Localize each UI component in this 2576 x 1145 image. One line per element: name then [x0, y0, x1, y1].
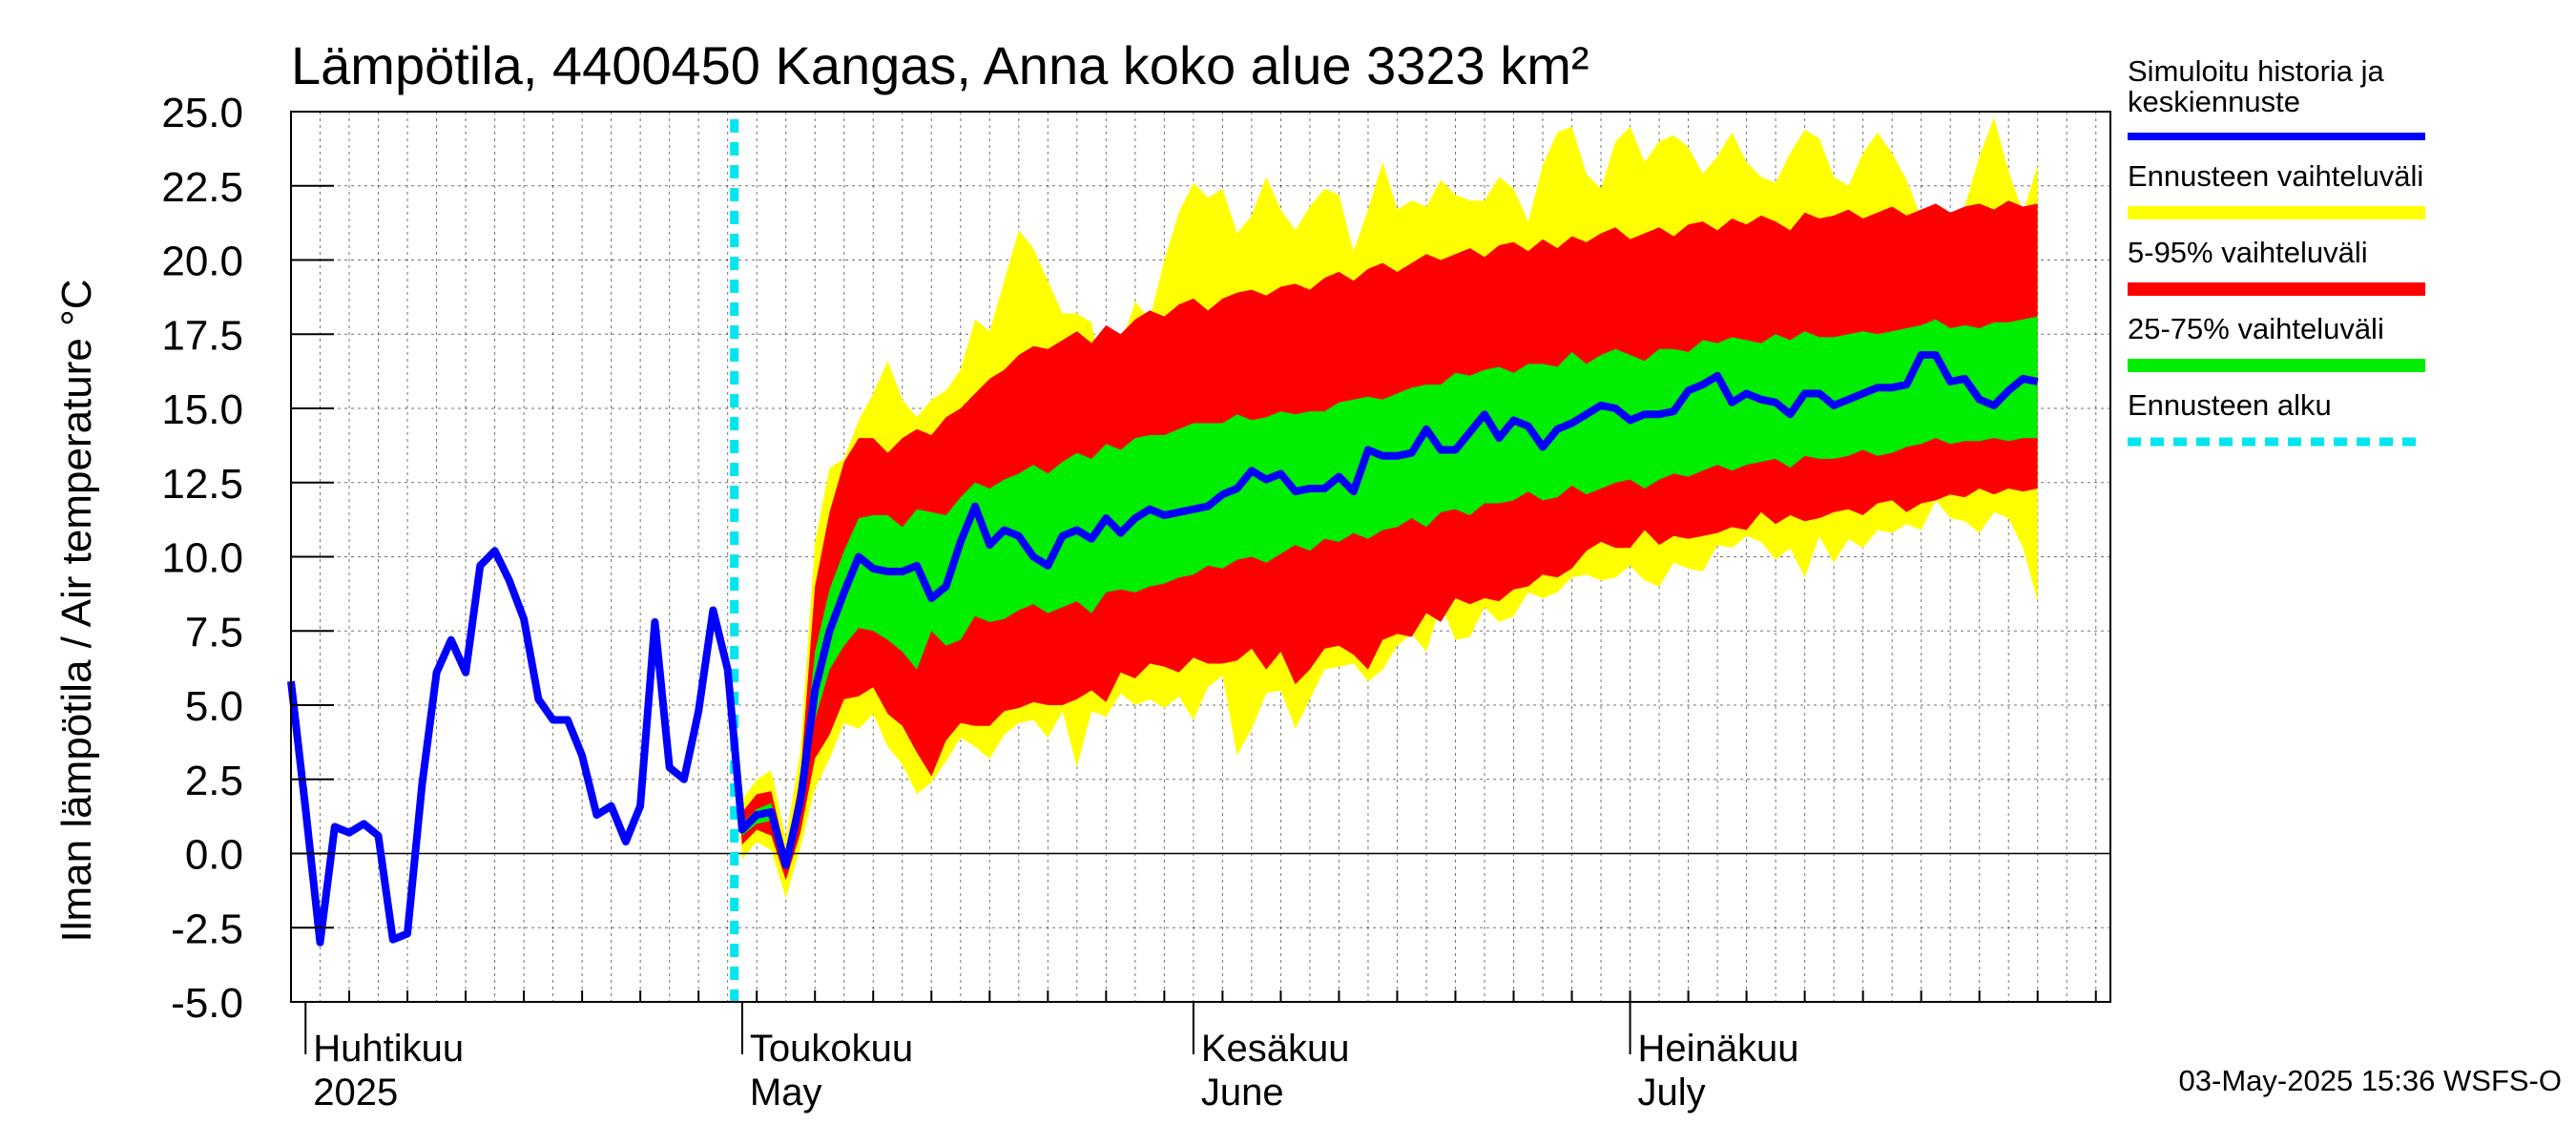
legend-label: Ennusteen alku: [2128, 388, 2332, 422]
legend-label: Ennusteen vaihteluväli: [2128, 159, 2423, 193]
band-25-75: [727, 316, 2038, 869]
legend-label: Simuloitu historia ja: [2128, 54, 2385, 88]
month-label-fi: Heinäkuu: [1638, 1028, 1799, 1070]
plot-area: 25.0 22.5 20.0 17.5 15.0 12.5 10.0 7.5 5.0 2.5 0.0…: [161, 90, 2111, 1114]
month-label-fi: Kesäkuu: [1201, 1028, 1350, 1070]
y-tick-label: 10.0: [161, 535, 243, 582]
y-tick-label: 0.0: [185, 832, 243, 879]
month-label-en: June: [1201, 1072, 1284, 1114]
y-tick-label: 7.5: [185, 609, 243, 656]
median-line: [287, 351, 2039, 947]
month-label-fi: Huhtikuu: [313, 1028, 464, 1070]
y-tick-label: 17.5: [161, 312, 243, 359]
month-label-en: May: [750, 1072, 822, 1114]
y-tick-label: 22.5: [161, 164, 243, 211]
y-tick-label: -2.5: [171, 906, 243, 952]
y-tick-label: 25.0: [161, 90, 243, 136]
chart-title: Lämpötila, 4400450 Kangas, Anna koko alu…: [291, 35, 1589, 95]
y-tick-label: 2.5: [185, 758, 243, 804]
y-tick-label: 15.0: [161, 386, 243, 433]
month-label-en: 2025: [313, 1072, 398, 1114]
month-label-fi: Toukokuu: [750, 1028, 913, 1070]
y-tick-label: 5.0: [185, 683, 243, 730]
y-tick-label: 20.0: [161, 239, 243, 285]
legend-label: 25-75% vaihteluväli: [2128, 312, 2384, 345]
y-axis-label: Ilman lämpötila / Air temperature °C: [53, 280, 100, 943]
legend-label: keskiennuste: [2128, 85, 2300, 118]
legend-label: 5-95% vaihteluväli: [2128, 236, 2368, 269]
timestamp-label: 03-May-2025 15:36 WSFS-O: [2179, 1064, 2562, 1097]
month-label-en: July: [1638, 1072, 1706, 1114]
y-tick-label: -5.0: [171, 980, 243, 1027]
y-tick-label: 12.5: [161, 461, 243, 508]
